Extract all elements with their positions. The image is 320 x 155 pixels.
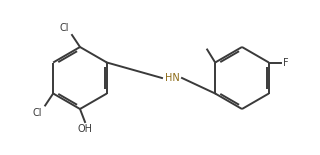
Text: Cl: Cl — [60, 23, 69, 33]
Text: F: F — [283, 58, 288, 67]
Text: Cl: Cl — [33, 108, 42, 117]
Text: OH: OH — [77, 124, 92, 134]
Text: HN: HN — [164, 73, 180, 83]
